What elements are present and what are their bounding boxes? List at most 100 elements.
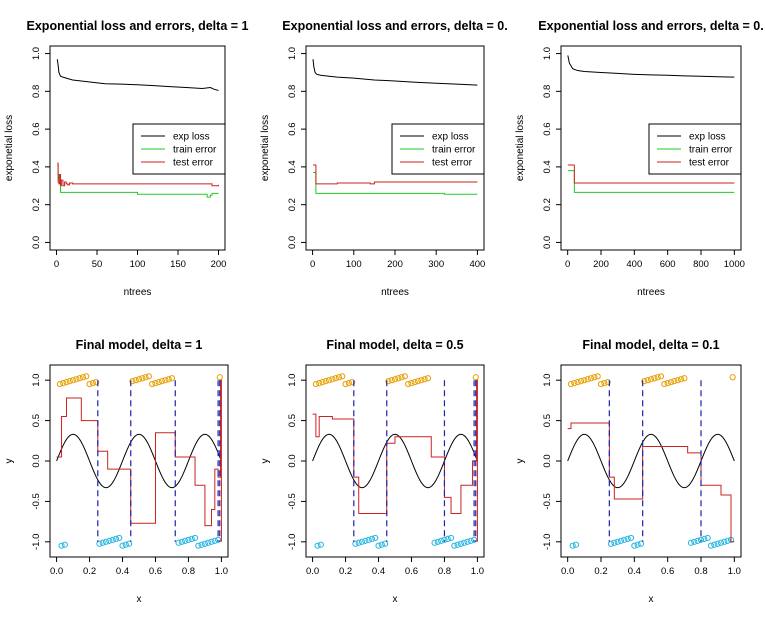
data-point xyxy=(641,378,648,385)
y-tick-label: 0.6 xyxy=(31,123,42,136)
data-point xyxy=(349,379,356,386)
plot-area xyxy=(56,59,220,198)
y-tick-label: -0.5 xyxy=(287,493,298,509)
series-line-exp-loss xyxy=(312,59,478,86)
data-point xyxy=(587,375,595,382)
series-step-3 xyxy=(567,422,735,543)
data-point xyxy=(411,379,418,386)
series-line-exp-loss xyxy=(56,59,219,91)
data-point xyxy=(358,538,366,545)
legend-box xyxy=(648,123,742,175)
data-point xyxy=(132,377,139,384)
data-point xyxy=(332,375,339,382)
y-tick-label: 0.2 xyxy=(31,198,42,211)
data-point xyxy=(671,378,678,385)
data-point xyxy=(447,534,455,542)
x-tick-label: 0 xyxy=(54,259,59,270)
x-tick-label: 0.2 xyxy=(83,566,96,577)
data-point xyxy=(109,536,116,543)
y-tick-label: 1.0 xyxy=(542,374,553,387)
data-point xyxy=(408,380,415,387)
data-point xyxy=(697,536,705,543)
data-point xyxy=(188,535,195,542)
data-point xyxy=(431,539,438,546)
data-point xyxy=(216,374,223,381)
data-point xyxy=(681,375,688,382)
x-axis-label: ntrees xyxy=(637,287,665,298)
data-point xyxy=(63,379,70,386)
data-point xyxy=(362,537,369,544)
data-point xyxy=(604,379,611,386)
data-point xyxy=(129,378,136,385)
data-point xyxy=(611,539,618,546)
data-point xyxy=(637,540,645,547)
data-point xyxy=(395,375,402,382)
data-point xyxy=(391,376,399,383)
chart-title: Exponential loss and errors, delta = 1 xyxy=(27,19,249,33)
x-tick-label: 0.4 xyxy=(628,566,641,577)
y-tick-label: 1.0 xyxy=(31,47,42,60)
data-point xyxy=(165,376,172,383)
y-tick-label: 0.2 xyxy=(542,198,553,211)
y-tick-label: 0.0 xyxy=(31,454,42,467)
data-point xyxy=(215,536,222,543)
x-tick-label: 300 xyxy=(428,259,444,270)
plot-area xyxy=(312,373,479,549)
data-point xyxy=(721,538,728,545)
y-tick-label: 0.2 xyxy=(287,198,298,211)
data-point xyxy=(472,374,479,381)
plot-area xyxy=(312,59,478,195)
legend-label: train error xyxy=(173,145,217,156)
series-step-test-error xyxy=(57,162,220,187)
y-tick-label: -1.0 xyxy=(542,534,553,550)
x-tick-label: 600 xyxy=(660,259,676,270)
x-tick-label: 0.6 xyxy=(661,566,674,577)
data-point xyxy=(577,378,585,385)
y-axis-label: exponetial loss xyxy=(4,115,15,181)
data-point xyxy=(329,376,336,383)
data-point xyxy=(339,373,346,380)
data-point xyxy=(168,375,176,382)
data-point xyxy=(634,541,641,548)
data-point xyxy=(674,377,681,384)
data-point xyxy=(569,542,576,549)
data-point xyxy=(76,375,83,382)
data-point xyxy=(142,374,149,381)
y-tick-label: -0.5 xyxy=(542,493,553,509)
data-point xyxy=(365,536,372,543)
data-point xyxy=(135,376,143,383)
y-axis-label: exponetial loss xyxy=(515,115,526,181)
data-point xyxy=(667,379,675,386)
data-point xyxy=(145,373,152,380)
data-point xyxy=(444,535,451,542)
legend-label: exp loss xyxy=(432,132,469,143)
legend-label: test error xyxy=(432,158,473,169)
data-point xyxy=(191,534,199,542)
data-point xyxy=(314,542,321,549)
data-point xyxy=(126,540,133,547)
data-point xyxy=(461,539,468,546)
data-point xyxy=(624,535,631,542)
y-tick-label: 1.0 xyxy=(287,47,298,60)
data-point xyxy=(319,379,326,386)
chart-title: Final model, delta = 1 xyxy=(76,338,203,352)
legend-label: train error xyxy=(689,145,733,156)
y-axis-label: y xyxy=(515,459,526,464)
data-point xyxy=(368,535,376,542)
plot-area xyxy=(56,373,223,549)
y-tick-label: 1.0 xyxy=(287,374,298,387)
data-point xyxy=(717,539,725,546)
data-point xyxy=(584,376,591,383)
series-step-train-error xyxy=(57,164,219,198)
x-tick-label: 0.8 xyxy=(438,566,451,577)
data-point xyxy=(155,379,162,386)
data-point xyxy=(414,378,422,385)
y-tick-label: 0.4 xyxy=(542,160,553,173)
x-tick-label: 0.6 xyxy=(405,566,418,577)
true-function-curve xyxy=(567,433,735,489)
x-tick-label: 0.2 xyxy=(339,566,352,577)
data-point xyxy=(627,534,635,542)
x-tick-label: 0 xyxy=(565,259,570,270)
x-tick-label: 200 xyxy=(211,259,227,270)
